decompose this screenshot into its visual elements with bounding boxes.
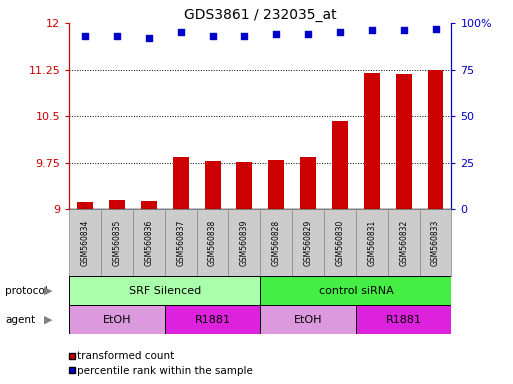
Point — [272, 31, 281, 37]
Point — [145, 35, 153, 41]
Bar — [69, 276, 261, 305]
Point — [208, 33, 216, 39]
Bar — [165, 209, 196, 276]
Bar — [292, 209, 324, 276]
Text: ▶: ▶ — [44, 314, 52, 325]
Text: SRF Silenced: SRF Silenced — [129, 286, 201, 296]
Text: EtOH: EtOH — [294, 314, 322, 325]
Bar — [261, 305, 356, 334]
Text: GSM560835: GSM560835 — [112, 220, 122, 266]
Bar — [69, 305, 165, 334]
Text: GSM560831: GSM560831 — [367, 220, 377, 266]
Bar — [356, 209, 388, 276]
Text: EtOH: EtOH — [103, 314, 131, 325]
Bar — [165, 305, 261, 334]
Text: control siRNA: control siRNA — [319, 286, 393, 296]
Text: GSM560829: GSM560829 — [304, 220, 312, 266]
Bar — [364, 73, 380, 209]
Bar — [101, 209, 133, 276]
Bar — [268, 160, 284, 209]
Point — [400, 27, 408, 33]
Point — [176, 29, 185, 35]
Text: percentile rank within the sample: percentile rank within the sample — [77, 366, 253, 376]
Bar — [356, 305, 451, 334]
Bar — [427, 70, 443, 209]
Bar — [261, 276, 451, 305]
Text: GSM560828: GSM560828 — [272, 220, 281, 266]
Bar — [196, 209, 228, 276]
Bar — [236, 162, 252, 209]
Text: GSM560830: GSM560830 — [336, 220, 344, 266]
Point — [304, 31, 312, 37]
Bar — [396, 74, 411, 209]
Text: GSM560838: GSM560838 — [208, 220, 217, 266]
Point — [336, 29, 344, 35]
Text: GSM560832: GSM560832 — [399, 220, 408, 266]
Text: GSM560839: GSM560839 — [240, 220, 249, 266]
Text: ▶: ▶ — [44, 286, 52, 296]
Point — [368, 27, 376, 33]
Bar — [133, 209, 165, 276]
Bar — [332, 121, 348, 209]
Text: GSM560837: GSM560837 — [176, 220, 185, 266]
Bar — [77, 202, 93, 209]
Point — [113, 33, 121, 39]
Bar — [69, 209, 101, 276]
Bar — [300, 157, 316, 209]
Text: GSM560834: GSM560834 — [81, 220, 90, 266]
Text: GSM560833: GSM560833 — [431, 220, 440, 266]
Bar — [205, 162, 221, 209]
Text: R1881: R1881 — [194, 314, 230, 325]
Point — [431, 26, 440, 32]
Bar — [141, 201, 157, 209]
Text: transformed count: transformed count — [77, 351, 174, 361]
Bar — [420, 209, 451, 276]
Bar — [388, 209, 420, 276]
Bar — [261, 209, 292, 276]
Point — [81, 33, 89, 39]
Text: agent: agent — [5, 314, 35, 325]
Bar — [173, 157, 189, 209]
Point — [240, 33, 248, 39]
Text: GSM560836: GSM560836 — [144, 220, 153, 266]
Bar — [324, 209, 356, 276]
Bar — [228, 209, 261, 276]
Bar — [109, 200, 125, 209]
Text: R1881: R1881 — [386, 314, 422, 325]
Text: protocol: protocol — [5, 286, 48, 296]
Title: GDS3861 / 232035_at: GDS3861 / 232035_at — [184, 8, 337, 22]
